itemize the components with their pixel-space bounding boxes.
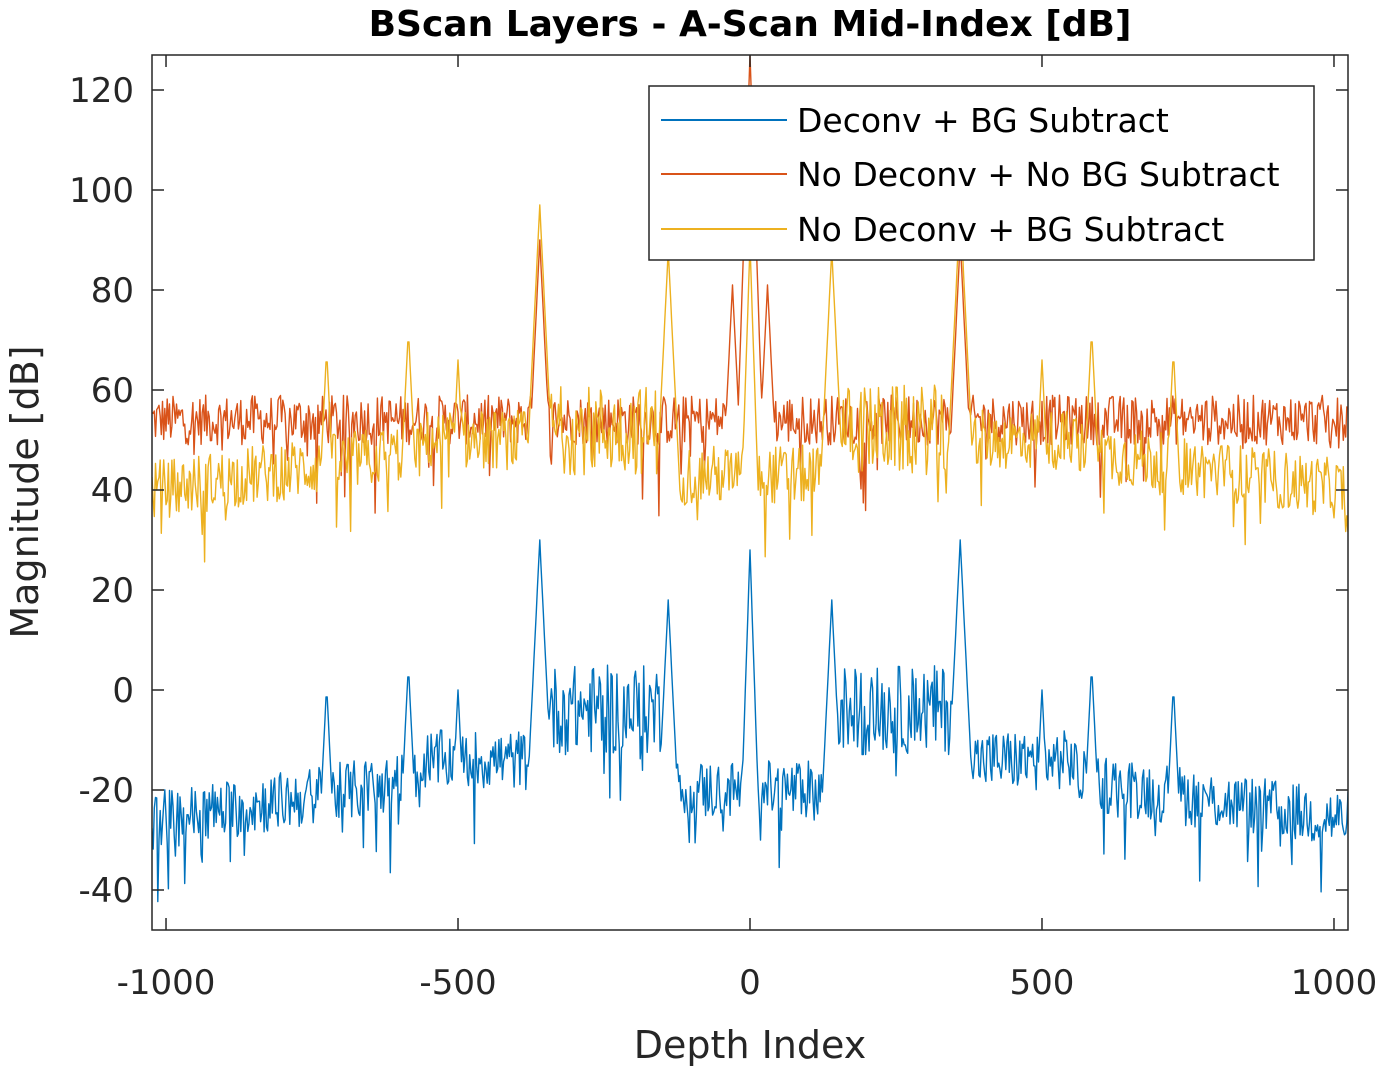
- x-tick-label: 0: [739, 963, 761, 1003]
- y-tick-label: 120: [69, 71, 134, 111]
- legend: Deconv + BG Subtract No Deconv + No BG S…: [648, 85, 1315, 261]
- legend-label-nodeconv-bg: No Deconv + BG Subtract: [797, 210, 1224, 249]
- series-line-0: [152, 539, 1348, 903]
- chart-title: BScan Layers - A-Scan Mid-Index [dB]: [369, 4, 1132, 45]
- y-tick-label: 0: [112, 671, 134, 711]
- y-axis: -40 -20 0 20 40 60 80 100 120: [69, 71, 1348, 911]
- y-tick-label: 60: [91, 371, 134, 411]
- legend-label-deconv-bg: Deconv + BG Subtract: [797, 101, 1169, 140]
- x-tick-label: -1000: [117, 963, 216, 1003]
- y-tick-label: 20: [91, 571, 134, 611]
- y-tick-label: -20: [78, 771, 134, 811]
- legend-label-nodeconv-nobg: No Deconv + No BG Subtract: [797, 155, 1280, 194]
- y-tick-label: 40: [91, 471, 134, 511]
- x-axis: -1000 -500 0 500 1000: [117, 55, 1378, 1003]
- x-tick-label: -500: [419, 963, 496, 1003]
- y-tick-label: -40: [78, 871, 134, 911]
- y-tick-label: 100: [69, 171, 134, 211]
- x-tick-label: 1000: [1291, 963, 1378, 1003]
- x-axis-label: Depth Index: [634, 1023, 866, 1067]
- y-tick-label: 80: [91, 271, 134, 311]
- x-tick-label: 500: [1010, 963, 1075, 1003]
- y-axis-label: Magnitude [dB]: [3, 345, 47, 638]
